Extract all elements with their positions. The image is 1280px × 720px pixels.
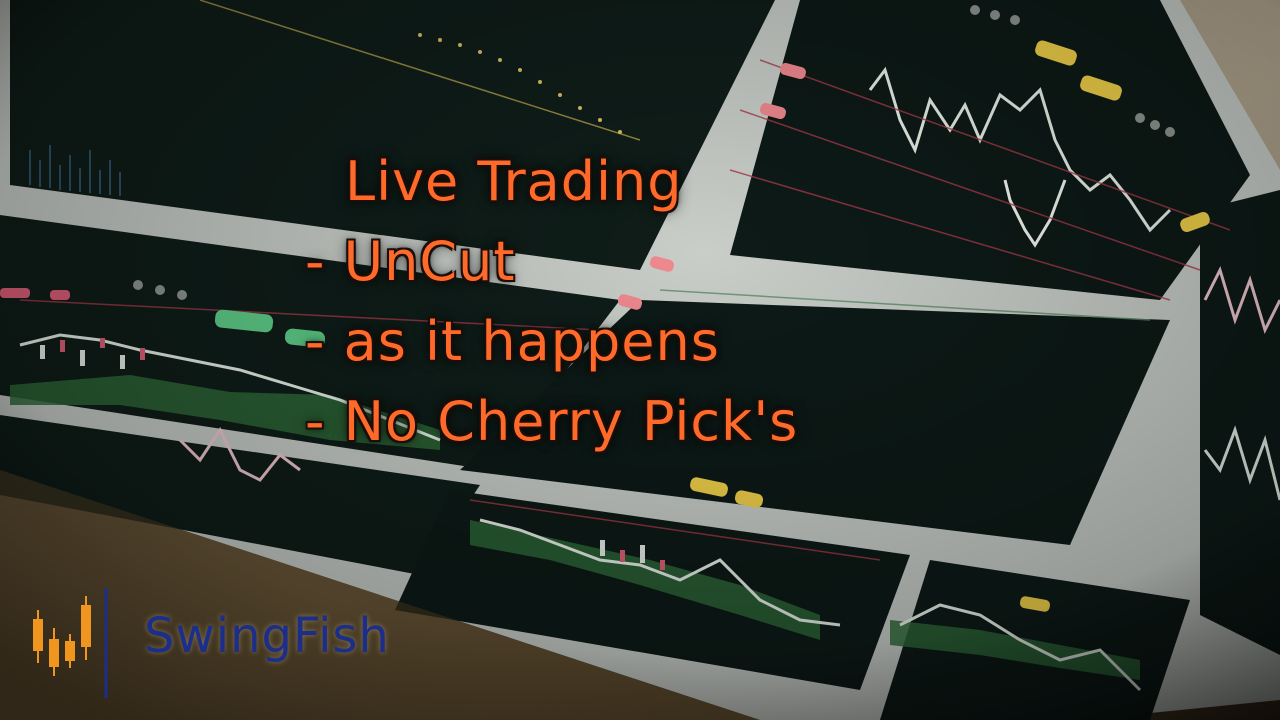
- headline-line-1: Live Trading: [345, 150, 683, 213]
- brand-logo: SwingFish: [28, 588, 448, 698]
- brand-name: SwingFish: [144, 608, 390, 664]
- headline-line-4: - No Cherry Pick's: [305, 390, 799, 453]
- headline-line-2: - UnCut: [305, 230, 516, 293]
- candlestick-logo-icon: [33, 588, 108, 698]
- headline-line-3: - as it happens: [305, 310, 720, 373]
